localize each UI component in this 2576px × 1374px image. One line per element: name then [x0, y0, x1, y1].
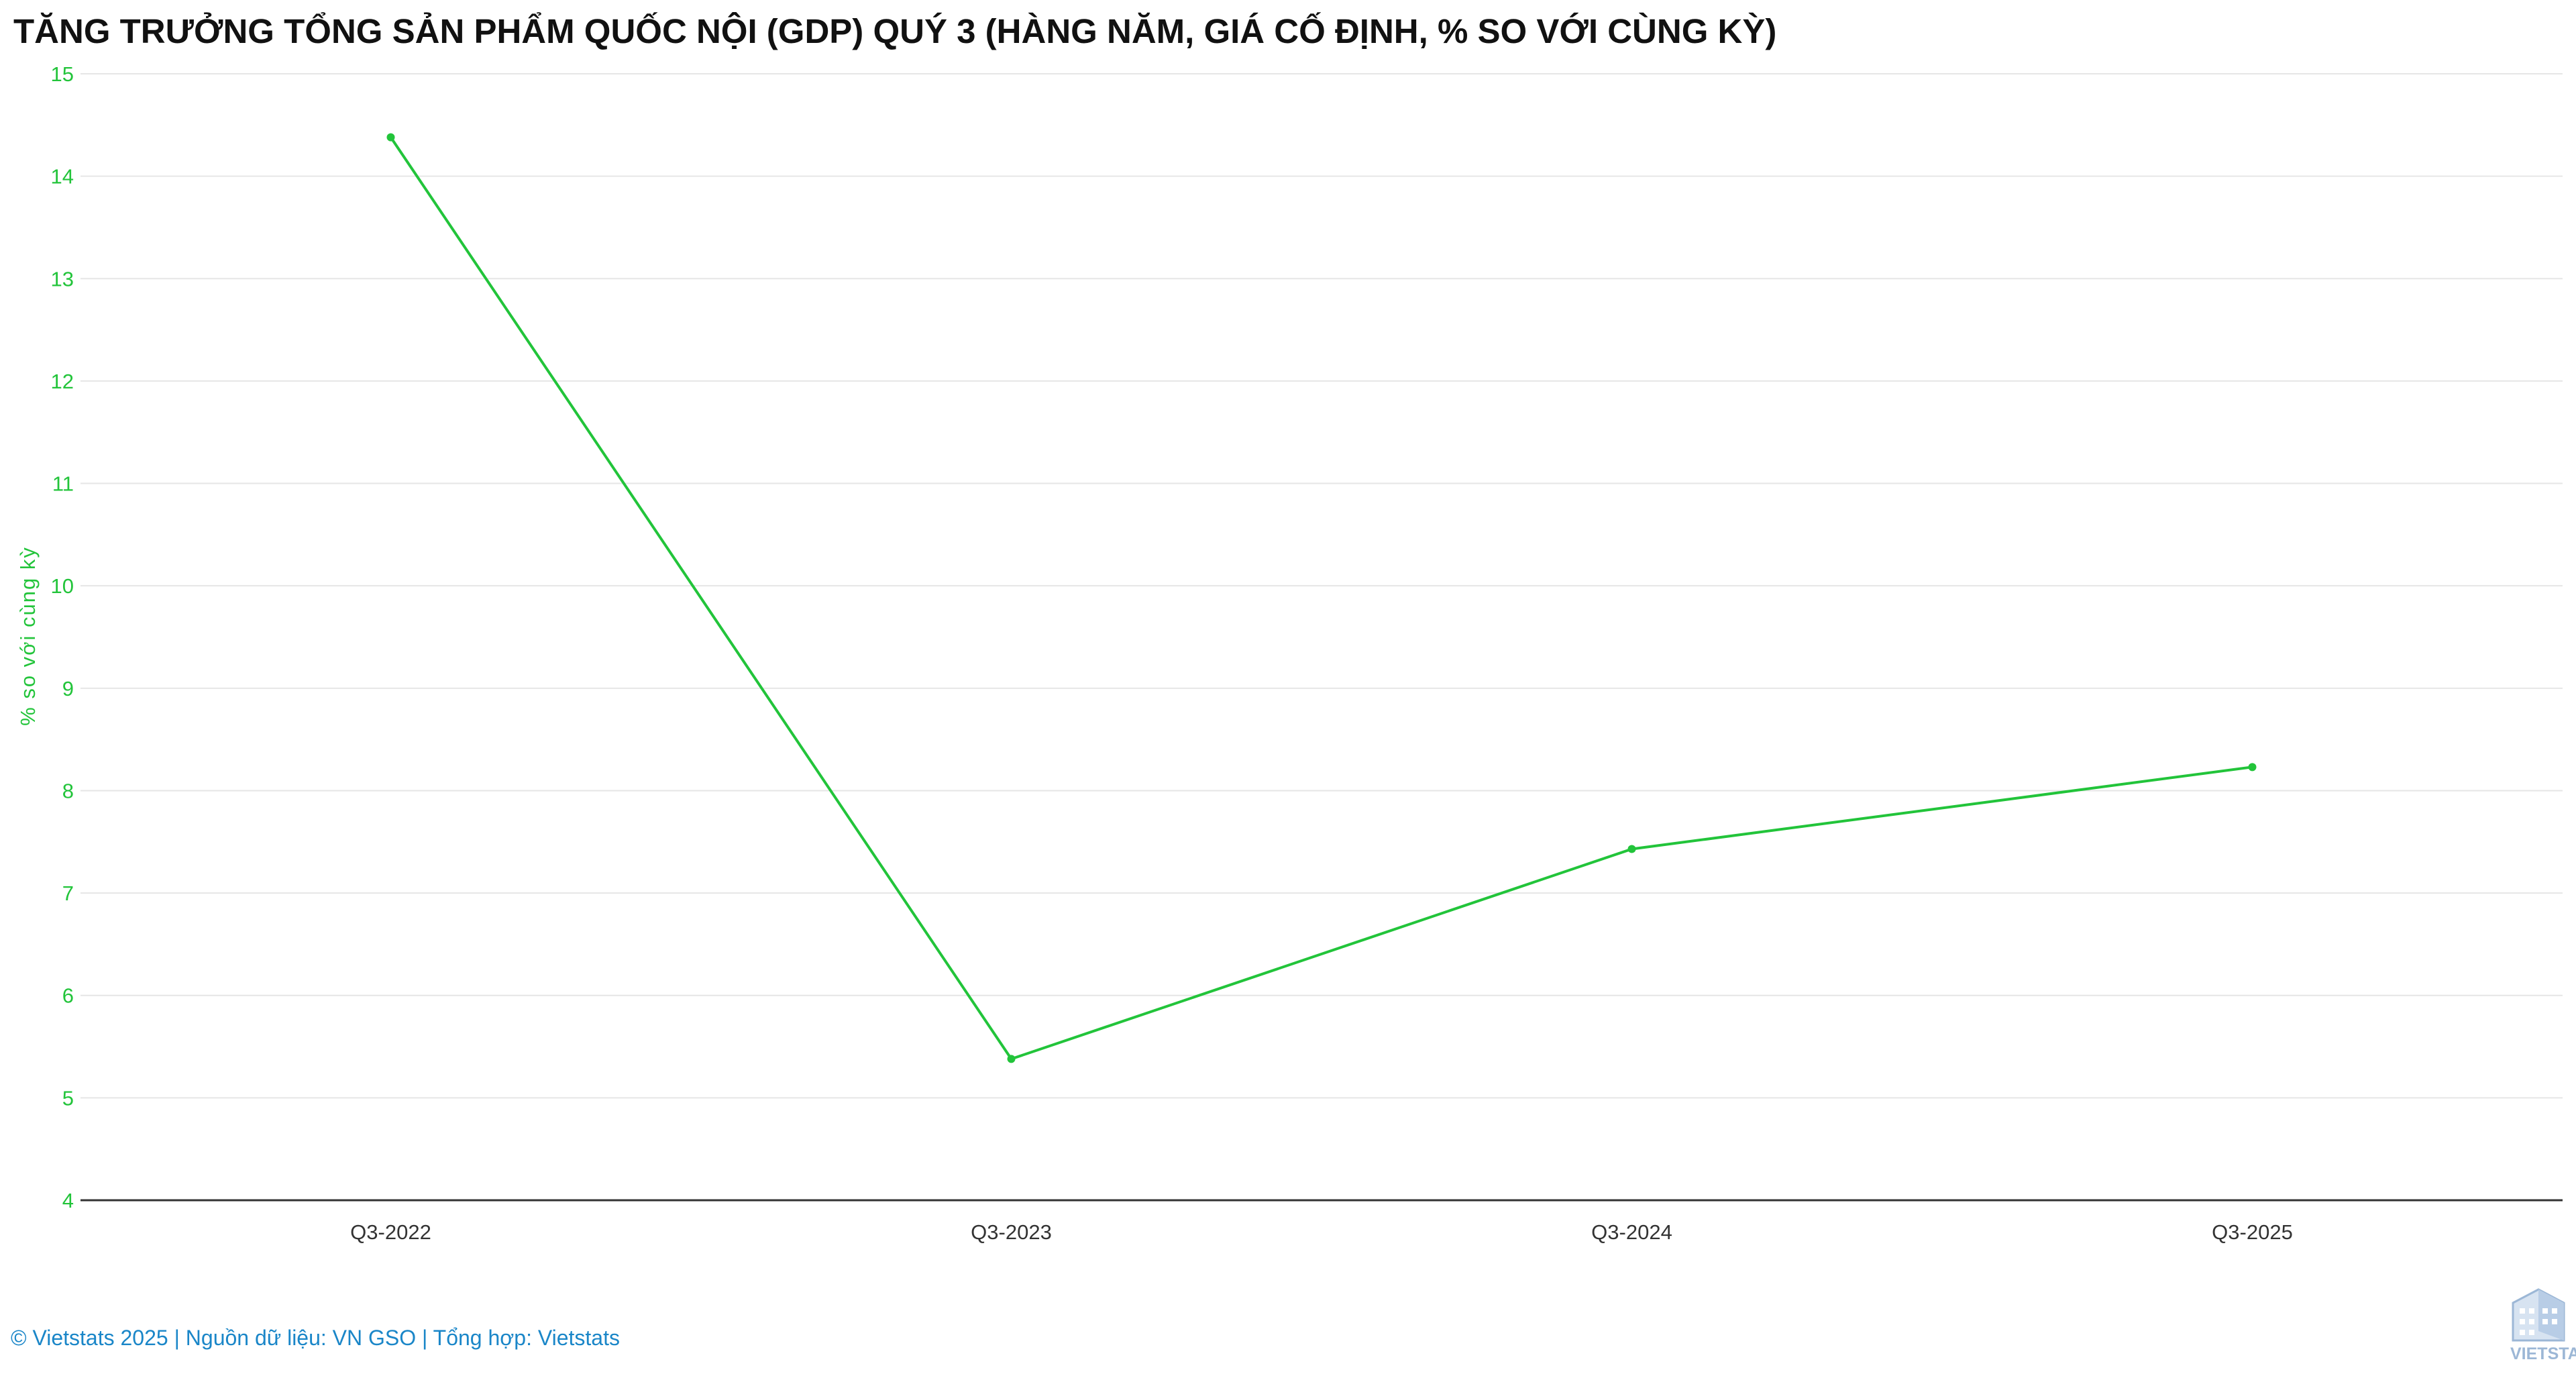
y-tick-label: 7 — [62, 882, 74, 905]
y-tick-label: 15 — [51, 62, 74, 86]
data-point — [386, 133, 395, 142]
logo-text: VIETSTATS — [2510, 1344, 2576, 1363]
building-logo-icon — [2512, 1288, 2565, 1342]
x-tick-label: Q3-2023 — [971, 1220, 1052, 1244]
x-tick-label: Q3-2025 — [2212, 1220, 2293, 1244]
x-axis-ticks: Q3-2022 Q3-2023 Q3-2024 Q3-2025 — [350, 1220, 2293, 1244]
y-tick-label: 12 — [51, 370, 74, 393]
data-point — [2248, 763, 2257, 772]
chart-title: TĂNG TRƯỞNG TỔNG SẢN PHẨM QUỐC NỘI (GDP)… — [13, 12, 1777, 50]
y-tick-label: 10 — [51, 574, 74, 598]
y-tick-label: 14 — [51, 165, 74, 189]
data-point — [1627, 845, 1636, 853]
x-tick-label: Q3-2022 — [350, 1220, 431, 1244]
grid-lines — [80, 73, 2563, 1099]
series-points — [386, 133, 2257, 1063]
series-line — [389, 136, 2253, 1061]
y-tick-label: 11 — [52, 472, 74, 496]
vietstats-logo: VIETSTATS — [2501, 1283, 2576, 1374]
y-tick-label: 5 — [62, 1086, 74, 1110]
x-tick-label: Q3-2024 — [1591, 1220, 1672, 1244]
y-tick-label: 9 — [62, 677, 74, 700]
footer-credit: © Vietstats 2025 | Nguồn dữ liệu: VN GSO… — [11, 1326, 620, 1350]
y-axis-label: % so với cùng kỳ — [16, 546, 40, 726]
y-tick-label: 8 — [62, 779, 74, 802]
data-point — [1007, 1055, 1016, 1063]
y-axis-ticks: 4 5 6 7 8 9 10 11 12 13 14 15 — [51, 62, 74, 1212]
y-tick-label: 4 — [62, 1189, 74, 1212]
y-tick-label: 6 — [62, 984, 74, 1008]
y-tick-label: 13 — [51, 267, 74, 290]
